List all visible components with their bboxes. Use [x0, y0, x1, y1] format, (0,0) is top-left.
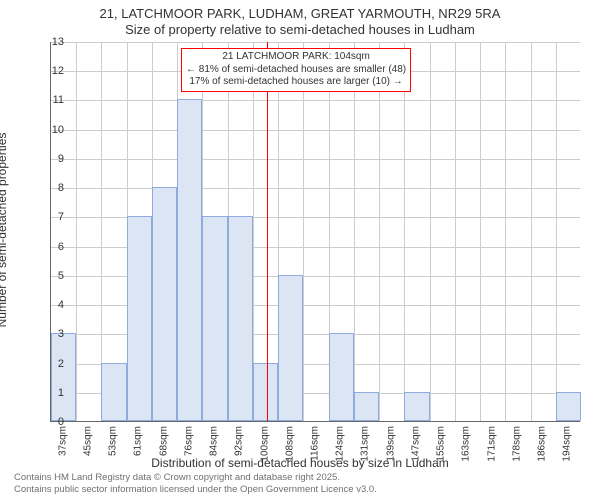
callout-line-1: 21 LATCHMOOR PARK: 104sqm [186, 51, 406, 64]
footer-line-2: Contains public sector information licen… [14, 484, 377, 496]
y-tick-label: 4 [36, 299, 64, 311]
x-tick-label: 124sqm [335, 426, 346, 462]
x-tick-label: 147sqm [410, 426, 421, 462]
footer-line-1: Contains HM Land Registry data © Crown c… [14, 472, 377, 484]
histogram-bar [329, 333, 354, 421]
title-line-1: 21, LATCHMOOR PARK, LUDHAM, GREAT YARMOU… [0, 6, 600, 22]
histogram-bar [127, 216, 152, 421]
gridline-h [51, 100, 580, 101]
gridline-v [455, 42, 456, 421]
histogram-bar [253, 363, 278, 421]
gridline-h [51, 188, 580, 189]
gridline-h [51, 130, 580, 131]
y-tick-label: 13 [36, 36, 64, 48]
histogram-bar [228, 216, 253, 421]
y-tick-label: 2 [36, 358, 64, 370]
histogram-bar [354, 392, 379, 421]
title-line-2: Size of property relative to semi-detach… [0, 22, 600, 38]
histogram-bar [404, 392, 429, 421]
x-tick-label: 116sqm [310, 426, 321, 461]
histogram-bar [51, 333, 76, 421]
x-tick-label: 68sqm [158, 426, 169, 456]
histogram-bar [101, 363, 126, 421]
y-tick-label: 11 [36, 94, 64, 106]
gridline-v [531, 42, 532, 421]
histogram-bar [152, 187, 177, 421]
y-tick-label: 12 [36, 65, 64, 77]
y-tick-label: 3 [36, 328, 64, 340]
x-tick-label: 131sqm [360, 426, 371, 462]
x-tick-label: 163sqm [461, 426, 472, 462]
y-tick-label: 1 [36, 387, 64, 399]
marker-callout: 21 LATCHMOOR PARK: 104sqm← 81% of semi-d… [181, 48, 411, 92]
gridline-v [480, 42, 481, 421]
chart-titles: 21, LATCHMOOR PARK, LUDHAM, GREAT YARMOU… [0, 0, 600, 39]
gridline-v [404, 42, 405, 421]
y-tick-label: 8 [36, 182, 64, 194]
attribution-footer: Contains HM Land Registry data © Crown c… [14, 472, 377, 496]
x-tick-label: 194sqm [562, 426, 573, 462]
x-tick-label: 45sqm [82, 426, 93, 456]
gridline-v [354, 42, 355, 421]
gridline-h [51, 159, 580, 160]
x-tick-label: 53sqm [108, 426, 119, 456]
histogram-bar [202, 216, 227, 421]
x-tick-label: 61sqm [133, 426, 144, 456]
callout-line-2: ← 81% of semi-detached houses are smalle… [186, 64, 406, 77]
x-tick-label: 100sqm [259, 426, 270, 462]
gridline-h [51, 42, 580, 43]
y-axis-label: Number of semi-detached properties [0, 133, 9, 328]
x-axis-label: Distribution of semi-detached houses by … [0, 456, 600, 470]
gridline-v [76, 42, 77, 421]
histogram-bar [556, 392, 581, 421]
x-tick-label: 92sqm [234, 426, 245, 456]
callout-line-3: 17% of semi-detached houses are larger (… [186, 76, 406, 89]
gridline-v [303, 42, 304, 421]
x-tick-label: 155sqm [436, 426, 447, 462]
x-tick-label: 84sqm [209, 426, 220, 456]
x-tick-label: 76sqm [183, 426, 194, 456]
x-tick-label: 186sqm [537, 426, 548, 462]
y-tick-label: 10 [36, 124, 64, 136]
gridline-v [505, 42, 506, 421]
x-tick-label: 139sqm [385, 426, 396, 462]
gridline-v [379, 42, 380, 421]
histogram-bar [177, 99, 202, 421]
gridline-v [430, 42, 431, 421]
x-tick-label: 108sqm [284, 426, 295, 462]
x-tick-label: 37sqm [57, 426, 68, 456]
x-tick-label: 171sqm [486, 426, 497, 462]
gridline-v [556, 42, 557, 421]
y-tick-label: 6 [36, 241, 64, 253]
y-tick-label: 7 [36, 211, 64, 223]
x-tick-label: 178sqm [511, 426, 522, 462]
y-tick-label: 9 [36, 153, 64, 165]
subject-property-marker [267, 42, 268, 421]
chart-plot-area: 21 LATCHMOOR PARK: 104sqm← 81% of semi-d… [50, 42, 580, 422]
plot-region: 21 LATCHMOOR PARK: 104sqm← 81% of semi-d… [50, 42, 580, 422]
histogram-bar [278, 275, 303, 421]
y-tick-label: 5 [36, 270, 64, 282]
